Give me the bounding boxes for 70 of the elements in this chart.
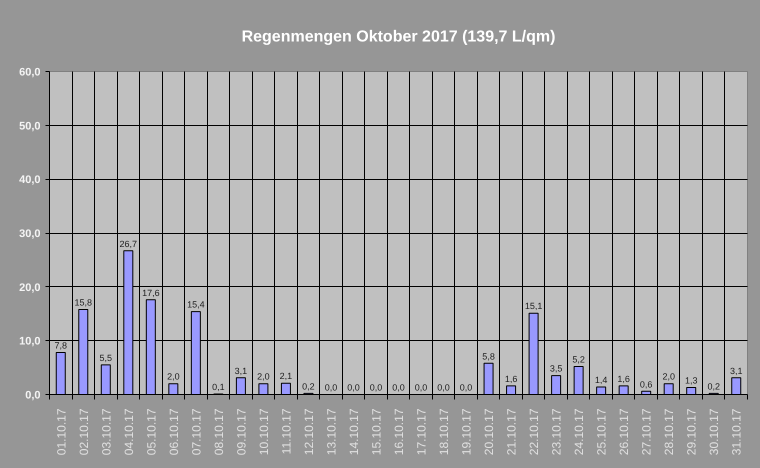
data-label: 3,5: [550, 364, 562, 374]
x-tick-label: 20.10.17: [482, 408, 496, 456]
x-tick-label: 04.10.17: [122, 408, 136, 456]
data-label: 0,0: [437, 382, 450, 392]
x-tick-label: 27.10.17: [640, 408, 654, 456]
x-tick-label: 24.10.17: [572, 408, 586, 456]
x-tick-label: 31.10.17: [730, 408, 744, 456]
data-label: 2,1: [280, 371, 292, 382]
x-tick-label: 06.10.17: [166, 408, 181, 456]
data-label: 5,5: [100, 352, 112, 363]
x-tick-label: 07.10.17: [189, 408, 204, 456]
x-tick-label: 13.10.17: [324, 408, 338, 456]
x-tick-label: 14.10.17: [346, 408, 361, 456]
data-label: 2,0: [167, 372, 180, 382]
data-label: 17,6: [142, 288, 160, 298]
x-tick-label: 03.10.17: [99, 408, 114, 456]
data-label: 3,1: [730, 366, 742, 376]
y-tick-label: 20,0: [19, 282, 41, 294]
data-label: 0,2: [707, 381, 720, 392]
data-label: 1,6: [504, 374, 518, 384]
data-label: 1,6: [617, 374, 630, 384]
y-tick-label: 0,0: [25, 390, 41, 402]
x-tick-label: 02.10.17: [76, 408, 91, 456]
x-tick-label: 29.10.17: [684, 408, 699, 456]
x-tick-label: 17.10.17: [414, 408, 429, 456]
data-label: 15,8: [74, 297, 92, 308]
data-label: 2,0: [662, 372, 675, 382]
x-tick-label: 19.10.17: [460, 408, 474, 456]
x-tick-label: 10.10.17: [256, 408, 271, 456]
data-label: 0,0: [392, 382, 405, 392]
y-tick-label: 50,0: [19, 120, 41, 132]
data-label: 0,0: [460, 382, 472, 392]
data-label: 7,8: [54, 340, 68, 351]
x-tick-label: 01.10.17: [54, 408, 68, 456]
x-tick-label: 16.10.17: [392, 408, 406, 456]
x-tick-label: 18.10.17: [437, 408, 452, 456]
x-tick-label: 26.10.17: [617, 408, 632, 456]
data-label: 0,0: [324, 382, 338, 392]
x-tick-label: 22.10.17: [527, 408, 542, 456]
x-tick-label: 23.10.17: [550, 408, 564, 456]
y-tick-label: 10,0: [19, 336, 41, 348]
data-label: 5,8: [482, 351, 495, 362]
data-label: 3,1: [234, 366, 248, 376]
x-tick-label: 08.10.17: [212, 408, 226, 456]
data-label: 1,4: [594, 374, 608, 385]
chart-title: Regenmengen Oktober 2017 (139,7 L/qm): [242, 28, 556, 46]
data-label: 0,0: [370, 382, 382, 392]
x-tick-label: 11.10.17: [279, 408, 294, 454]
data-label: 1,3: [684, 376, 698, 386]
data-label: 0,0: [347, 382, 360, 392]
x-tick-label: 12.10.17: [302, 408, 316, 456]
data-label: 15,4: [187, 300, 205, 310]
data-label: 0,1: [212, 382, 225, 392]
x-tick-label: 25.10.17: [594, 408, 609, 456]
x-tick-label: 30.10.17: [707, 408, 722, 456]
y-tick-label: 60,0: [19, 66, 41, 78]
y-tick-label: 40,0: [19, 174, 41, 186]
data-label: 15,1: [524, 301, 542, 312]
x-tick-label: 09.10.17: [234, 408, 248, 456]
data-label: 0,2: [302, 381, 315, 392]
data-label: 26,7: [120, 238, 138, 249]
y-tick-label: 30,0: [19, 228, 41, 240]
x-tick-label: 21.10.17: [504, 408, 519, 456]
data-label: 0,0: [414, 382, 428, 392]
data-label: 0,6: [640, 379, 652, 390]
x-tick-label: 28.10.17: [662, 408, 676, 456]
data-label: 5,2: [572, 354, 585, 365]
data-label: 2,0: [257, 372, 270, 382]
x-tick-label: 05.10.17: [144, 408, 158, 456]
x-tick-label: 15.10.17: [369, 408, 384, 456]
